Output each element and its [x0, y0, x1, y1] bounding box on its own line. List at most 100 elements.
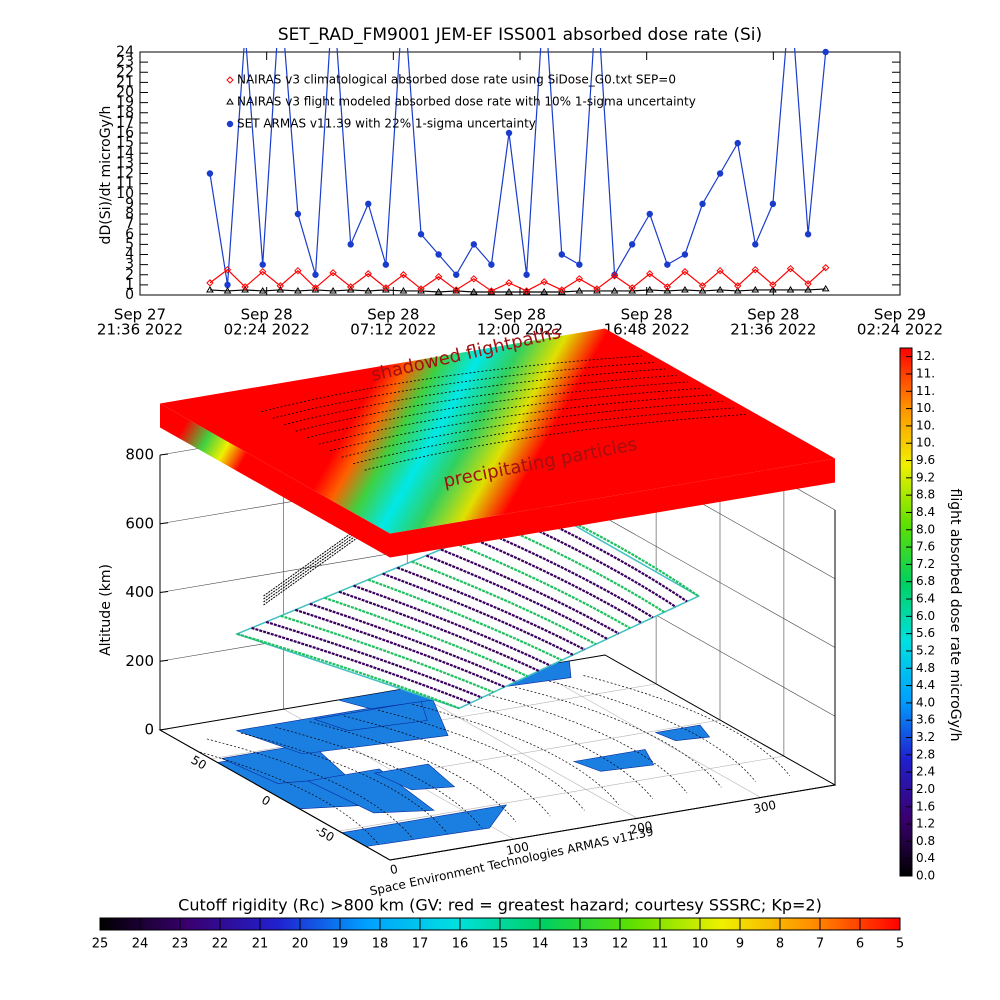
- data-point: [628, 284, 636, 292]
- y-tick-label: 24: [116, 44, 134, 60]
- data-point: [734, 139, 741, 147]
- legend-label: SET ARMAS v11.39 with 22% 1-sigma uncert…: [237, 117, 536, 131]
- flight-path: [261, 355, 643, 413]
- data-line: [209, 267, 827, 292]
- data-point: [206, 285, 214, 293]
- data-point: [434, 287, 443, 295]
- colorbar-tick-label: 6.8: [916, 574, 935, 588]
- data-point: [822, 48, 829, 56]
- data-point: [365, 200, 372, 208]
- data-point: [804, 231, 812, 238]
- colorbar-tick-label: 4.0: [916, 695, 935, 709]
- data-point: [576, 261, 583, 268]
- data-point: [821, 263, 830, 272]
- map-continent: [314, 700, 428, 731]
- colorbar-tick-label: 23: [172, 937, 189, 952]
- y-tick-label: 3: [125, 257, 134, 273]
- x-tick-label: 02:24 2022: [857, 321, 943, 339]
- legend-marker: [226, 98, 234, 105]
- data-point: [786, 264, 795, 273]
- flight-path: [284, 368, 666, 426]
- z-tick-label: 400: [125, 583, 154, 601]
- x-tick-label: 21:36 2022: [97, 321, 183, 339]
- data-point: [399, 286, 408, 294]
- x-tick-label: 12:00 2022: [477, 321, 563, 339]
- colorbar-tick-label: 10.: [916, 418, 935, 432]
- y-axis-label: dD(Si)/dt microGy/h: [98, 106, 114, 245]
- z-tick: [159, 453, 169, 456]
- data-point: [733, 286, 742, 294]
- data-point: [734, 282, 742, 290]
- colorbar-tick-label: 2.4: [916, 765, 935, 779]
- data-point: [505, 129, 513, 137]
- lat-tick-label: 50: [189, 753, 209, 773]
- data-point: [698, 282, 707, 290]
- colorbar-label: Cutoff rigidity (Rc) >800 km (GV: red = …: [178, 896, 822, 915]
- flight-path: [469, 536, 643, 624]
- colorbar-tick-label: 3.6: [916, 713, 935, 727]
- colorbar-tick-label: 14: [532, 937, 549, 952]
- flight-path: [542, 506, 700, 598]
- map-continent: [307, 768, 435, 814]
- data-point: [769, 281, 777, 289]
- data-point: [804, 285, 812, 293]
- colorbar-tick-label: 0.8: [916, 834, 935, 848]
- x-tick-label: Sep 28: [241, 306, 293, 324]
- flight-path: [440, 548, 620, 635]
- y-tick-label: 9: [125, 196, 134, 212]
- colorbar-tick-label: 7.6: [916, 540, 935, 554]
- data-point: [699, 200, 706, 208]
- data-point: [610, 286, 619, 294]
- data-point: [523, 271, 530, 278]
- flight-path: [330, 394, 712, 452]
- colorbar-tick-label: 0.4: [916, 851, 935, 865]
- colorbar-tick-label: 17: [412, 937, 429, 952]
- data-point: [382, 261, 390, 268]
- flight-path: [484, 530, 654, 619]
- y-tick-label: 14: [116, 145, 134, 161]
- colorbar-tick-label: 8.0: [916, 522, 935, 536]
- data-point: [681, 251, 689, 258]
- x-tick-label: 07:12 2022: [350, 321, 436, 339]
- ground-track: [412, 704, 619, 805]
- map-continent: [654, 724, 711, 741]
- data-point: [645, 285, 654, 293]
- chart-title: SET_RAD_FM9001 JEM-EF ISS001 absorbed do…: [278, 25, 762, 45]
- data-point: [751, 265, 760, 274]
- colorbar-tick-label: 7.2: [916, 557, 935, 571]
- colorbar: [899, 347, 913, 877]
- ground-track: [549, 680, 756, 782]
- data-point: [382, 284, 390, 292]
- z-tick-label: 600: [125, 514, 154, 532]
- data-point: [364, 270, 372, 278]
- data-point: [417, 231, 425, 238]
- y-tick-label: 10: [116, 186, 134, 202]
- flight-path: [498, 524, 665, 614]
- data-point: [294, 266, 302, 275]
- y-tick-label: 2: [125, 267, 134, 283]
- data-point: [470, 241, 478, 248]
- data-point: [751, 285, 760, 293]
- y-tick-label: 8: [125, 206, 134, 222]
- x-tick-label: 21:36 2022: [730, 321, 816, 339]
- flight-path: [318, 388, 700, 445]
- slab-front: [160, 403, 390, 558]
- flight-path: [294, 608, 506, 688]
- y-tick-label: 4: [125, 247, 134, 263]
- colorbar-tick-label: 12.: [916, 349, 935, 363]
- y-tick-label: 6: [125, 226, 134, 242]
- data-point: [276, 282, 285, 290]
- colorbar-tick-label: 15: [492, 937, 509, 952]
- flight-path: [338, 590, 540, 672]
- ground-track: [172, 744, 380, 846]
- colorbar-tick-label: 9: [736, 937, 744, 952]
- legend-label: NAIRAS v3 flight modeled absorbed dose r…: [237, 95, 696, 109]
- data-point: [752, 241, 759, 248]
- data-point: [276, 285, 285, 293]
- colorbar-tick-label: 8.8: [916, 488, 935, 502]
- data-point: [716, 170, 724, 177]
- colorbar-tick-label: 8: [776, 937, 784, 952]
- z-tick-label: 200: [125, 652, 154, 670]
